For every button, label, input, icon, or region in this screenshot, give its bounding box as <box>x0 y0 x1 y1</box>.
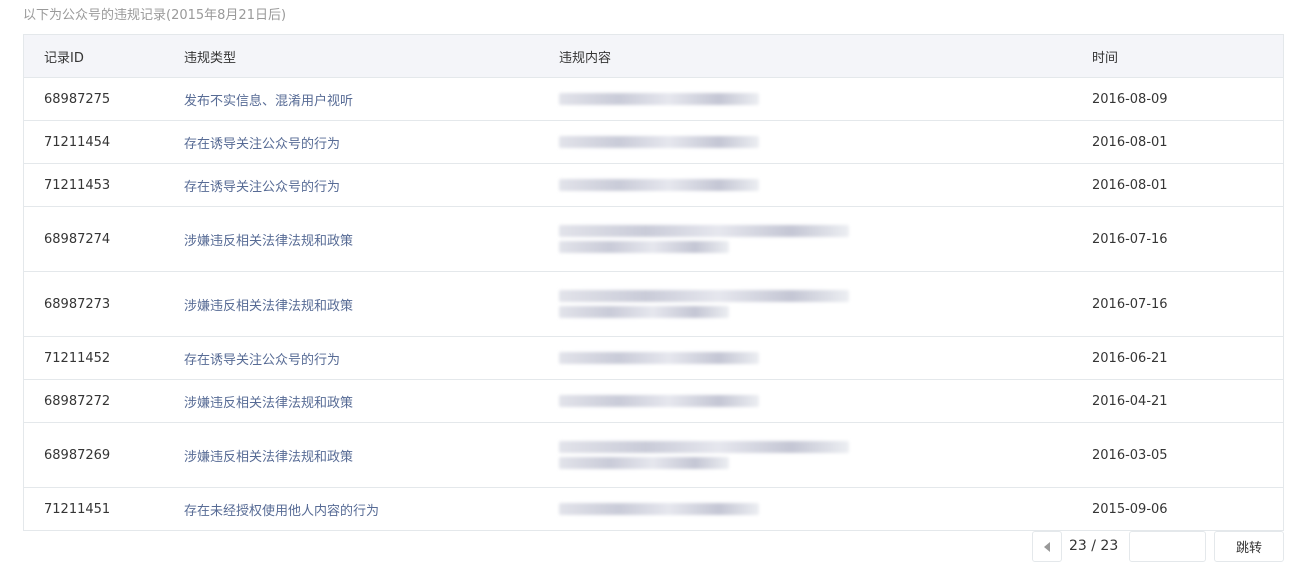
blurred-content <box>559 441 849 453</box>
record-id: 71211454 <box>23 120 183 164</box>
violation-type: 发布不实信息、混淆用户视听 <box>183 77 558 121</box>
violation-content <box>558 422 1091 488</box>
blurred-content <box>559 136 759 148</box>
violation-time: 2015-09-06 <box>1091 487 1284 531</box>
violation-time: 2016-03-05 <box>1091 422 1284 488</box>
jump-button[interactable]: 跳转 <box>1214 531 1284 562</box>
blurred-content <box>559 93 759 105</box>
violation-content <box>558 120 1091 164</box>
prev-page-button[interactable] <box>1032 531 1062 562</box>
violation-time: 2016-06-21 <box>1091 336 1284 380</box>
violation-content <box>558 77 1091 121</box>
table-row: 68987275 发布不实信息、混淆用户视听 2016-08-09 <box>23 77 1284 121</box>
blurred-content <box>559 290 849 302</box>
blurred-content <box>559 503 759 515</box>
violation-type: 存在诱导关注公众号的行为 <box>183 163 558 207</box>
table-row: 68987272 涉嫌违反相关法律法规和政策 2016-04-21 <box>23 379 1284 423</box>
header-id: 记录ID <box>23 34 183 78</box>
violation-time: 2016-08-01 <box>1091 120 1284 164</box>
violation-content <box>558 379 1091 423</box>
violation-type: 存在诱导关注公众号的行为 <box>183 120 558 164</box>
violation-time: 2016-07-16 <box>1091 271 1284 337</box>
table-row: 68987274 涉嫌违反相关法律法规和政策 2016-07-16 <box>23 206 1284 272</box>
violation-content <box>558 271 1091 337</box>
violation-content <box>558 163 1091 207</box>
record-id: 71211451 <box>23 487 183 531</box>
record-id: 71211452 <box>23 336 183 380</box>
violation-type: 涉嫌违反相关法律法规和政策 <box>183 206 558 272</box>
blurred-content <box>559 352 759 364</box>
page-caption: 以下为公众号的违规记录(2015年8月21日后) <box>23 8 287 23</box>
violation-content <box>558 487 1091 531</box>
record-id: 68987273 <box>23 271 183 337</box>
record-id: 71211453 <box>23 163 183 207</box>
record-id: 68987275 <box>23 77 183 121</box>
record-id: 68987269 <box>23 422 183 488</box>
violation-type: 涉嫌违反相关法律法规和政策 <box>183 422 558 488</box>
table-row: 71211453 存在诱导关注公众号的行为 2016-08-01 <box>23 163 1284 207</box>
violation-type: 涉嫌违反相关法律法规和政策 <box>183 271 558 337</box>
violation-time: 2016-08-09 <box>1091 77 1284 121</box>
blurred-content <box>559 457 729 469</box>
blurred-content <box>559 225 849 237</box>
violation-content <box>558 336 1091 380</box>
violation-time: 2016-07-16 <box>1091 206 1284 272</box>
table-row: 71211452 存在诱导关注公众号的行为 2016-06-21 <box>23 336 1284 380</box>
record-id: 68987272 <box>23 379 183 423</box>
page-indicator: 23 / 23 <box>1069 538 1119 554</box>
violation-time: 2016-04-21 <box>1091 379 1284 423</box>
violation-type: 涉嫌违反相关法律法规和政策 <box>183 379 558 423</box>
page-jump-input[interactable] <box>1129 531 1206 562</box>
blurred-content <box>559 179 759 191</box>
violation-table: 记录ID 违规类型 违规内容 时间 68987275 发布不实信息、混淆用户视听… <box>23 34 1284 531</box>
table-row: 71211451 存在未经授权使用他人内容的行为 2015-09-06 <box>23 487 1284 531</box>
header-content: 违规内容 <box>558 34 1091 78</box>
record-id: 68987274 <box>23 206 183 272</box>
table-row: 68987273 涉嫌违反相关法律法规和政策 2016-07-16 <box>23 271 1284 337</box>
blurred-content <box>559 395 759 407</box>
header-type: 违规类型 <box>183 34 558 78</box>
triangle-left-icon <box>1044 541 1050 552</box>
violation-content <box>558 206 1091 272</box>
table-row: 68987269 涉嫌违反相关法律法规和政策 2016-03-05 <box>23 422 1284 488</box>
blurred-content <box>559 306 729 318</box>
header-time: 时间 <box>1091 34 1284 78</box>
blurred-content <box>559 241 729 253</box>
table-header: 记录ID 违规类型 违规内容 时间 <box>23 34 1284 78</box>
violation-time: 2016-08-01 <box>1091 163 1284 207</box>
violation-type: 存在诱导关注公众号的行为 <box>183 336 558 380</box>
table-row: 71211454 存在诱导关注公众号的行为 2016-08-01 <box>23 120 1284 164</box>
violation-type: 存在未经授权使用他人内容的行为 <box>183 487 558 531</box>
